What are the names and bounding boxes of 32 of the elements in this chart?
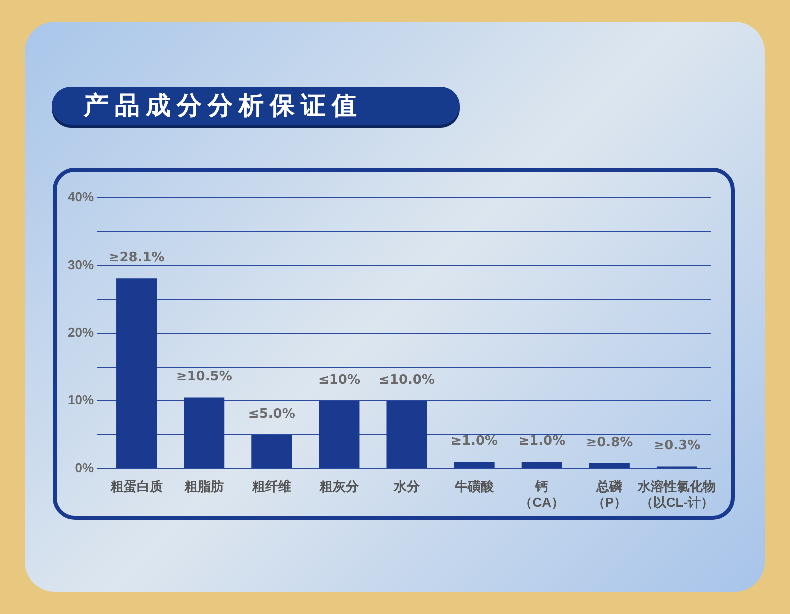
- chart-title: 产品成分分析保证值: [52, 87, 460, 125]
- data-label: ≤5.0%: [248, 406, 296, 422]
- data-label: ≥0.8%: [586, 435, 634, 450]
- bar: [522, 462, 562, 468]
- y-tick-label: 40%: [68, 190, 94, 205]
- x-tick-label: 粗纤维: [251, 479, 292, 494]
- data-label: ≥10.5%: [176, 370, 232, 385]
- bar: [252, 434, 292, 468]
- y-tick-label: 30%: [68, 257, 94, 272]
- x-tick-label: 粗蛋白质: [110, 479, 163, 494]
- bar: [589, 463, 630, 468]
- bar: [386, 401, 428, 468]
- y-tick-label: 20%: [68, 324, 94, 340]
- bar: [319, 401, 360, 468]
- x-tick-label: 粗灰分: [318, 479, 360, 494]
- x-tick-label: 粗脂肪: [184, 479, 224, 494]
- y-tick-label: 0%: [75, 460, 94, 476]
- data-label: ≤10.0%: [379, 372, 436, 388]
- x-tick-label: 水溶性氯化物（以CL-计）: [637, 479, 716, 510]
- bar: [184, 398, 225, 468]
- data-label: ≥1.0%: [518, 434, 566, 449]
- x-tick-label: 总磷（P）: [592, 479, 628, 510]
- x-tick-label: 水分: [393, 479, 422, 494]
- bar: [454, 462, 495, 468]
- data-label: ≥0.3%: [654, 438, 701, 454]
- data-label: ≥1.0%: [451, 434, 498, 449]
- bar: [116, 278, 158, 468]
- data-label: ≤10%: [318, 372, 360, 388]
- y-tick-label: 10%: [68, 392, 94, 408]
- data-label: ≥28.1%: [108, 250, 165, 266]
- x-tick-label: 牛磺酸: [454, 479, 496, 494]
- x-tick-label: 钙（CA）: [520, 479, 565, 510]
